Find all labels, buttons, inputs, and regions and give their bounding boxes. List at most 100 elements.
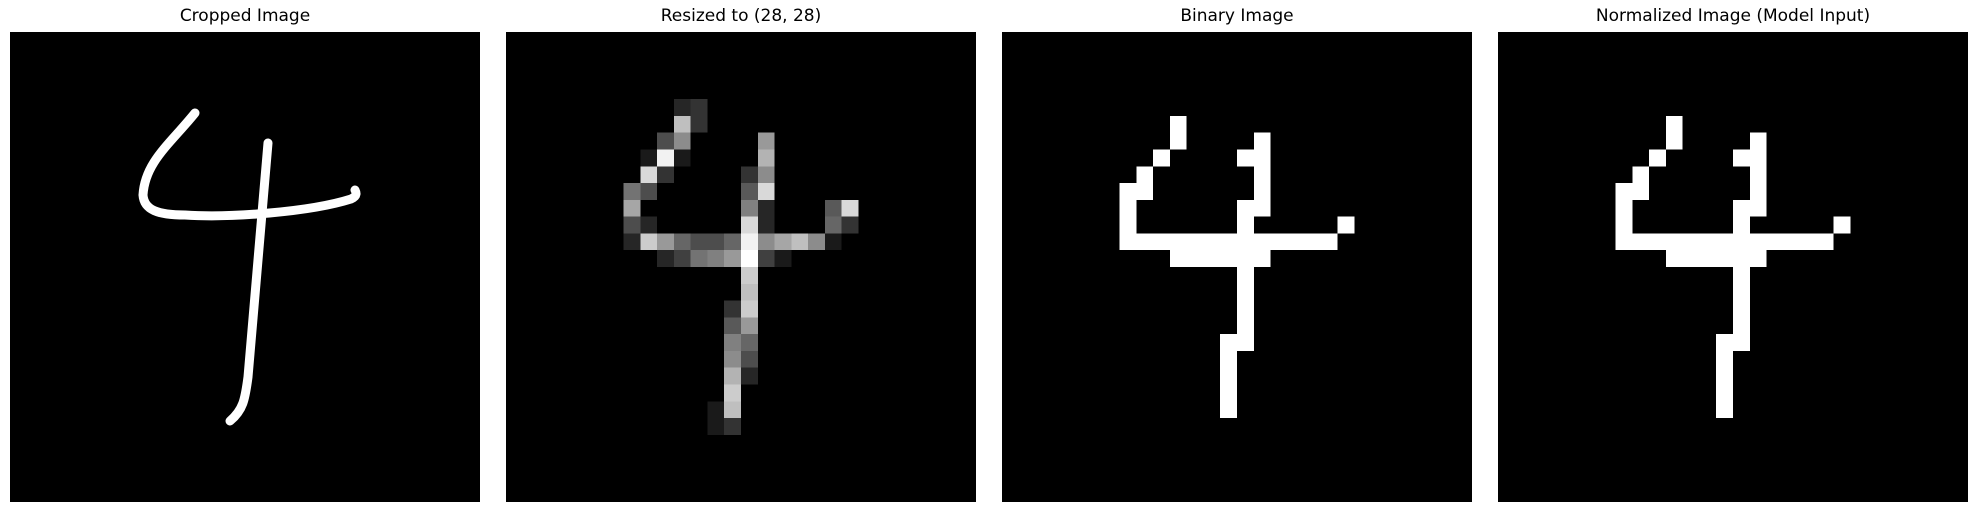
- gray-pixel: [707, 401, 725, 419]
- binary-pixel: [1237, 317, 1254, 335]
- gray-pixel: [724, 233, 741, 251]
- resized-pixel-grid: [623, 99, 859, 435]
- gray-pixel: [724, 367, 741, 385]
- binary-pixel: [1136, 183, 1154, 200]
- binary-pixel: [1716, 233, 1733, 251]
- gray-pixel: [741, 334, 758, 351]
- gray-pixel: [757, 199, 775, 217]
- gray-pixel: [707, 233, 725, 251]
- panel-resized: Resized to (28, 28): [506, 0, 976, 512]
- binary-pixel: [1136, 233, 1154, 251]
- gray-pixel: [673, 132, 691, 150]
- binary-pixel: [1749, 183, 1767, 200]
- gray-pixel: [757, 233, 775, 251]
- binary-pixel: [1169, 233, 1187, 251]
- binary-pixel: [1237, 283, 1254, 301]
- binary-pixel: [1153, 233, 1170, 251]
- gray-pixel: [724, 401, 741, 419]
- binary-pixel: [1716, 384, 1733, 402]
- binary-pixel: [1237, 300, 1254, 318]
- binary-pixel: [1649, 149, 1666, 167]
- binary-pixel: [1304, 233, 1321, 251]
- binary-pixel: [1337, 216, 1355, 234]
- normalized-image: [1498, 32, 1968, 502]
- gray-pixel: [640, 166, 658, 184]
- gray-pixel: [741, 267, 758, 284]
- gray-pixel: [623, 233, 641, 251]
- binary-pixel: [1682, 233, 1700, 251]
- binary-image: [1002, 32, 1472, 502]
- gray-pixel: [673, 233, 691, 251]
- gray-pixel: [690, 99, 708, 116]
- resized-image: [506, 32, 976, 502]
- binary-pixel: [1733, 317, 1750, 335]
- binary-pixel: [1749, 199, 1767, 217]
- binary-pixel: [1665, 132, 1683, 150]
- gray-pixel: [741, 250, 758, 267]
- binary-pixel: [1800, 233, 1817, 251]
- gray-pixel: [824, 216, 842, 234]
- binary-pixel: [1253, 149, 1271, 167]
- binary-pixel: [1632, 166, 1650, 184]
- binary-pixel: [1220, 250, 1237, 267]
- binary-pixel: [1220, 233, 1237, 251]
- gray-pixel: [741, 183, 758, 200]
- binary-pixel: [1733, 233, 1750, 251]
- gray-pixel: [707, 418, 725, 435]
- binary-pixel: [1220, 367, 1237, 385]
- gray-pixel: [791, 233, 809, 251]
- binary-pixel: [1733, 334, 1750, 351]
- gray-pixel: [741, 300, 758, 318]
- gray-pixel: [724, 250, 741, 267]
- gray-pixel: [757, 250, 775, 267]
- gray-pixel: [673, 99, 691, 116]
- panel-title-resized: Resized to (28, 28): [660, 6, 822, 26]
- binary-pixel: [1186, 250, 1204, 267]
- binary-pixel: [1253, 199, 1271, 217]
- binary-pixel: [1220, 401, 1237, 419]
- binary-pixel: [1237, 216, 1254, 234]
- binary-pixel: [1119, 199, 1137, 217]
- gray-pixel: [623, 199, 641, 217]
- binary-pixel: [1816, 233, 1834, 251]
- binary-pixel: [1237, 334, 1254, 351]
- binary-pixel: [1665, 115, 1683, 133]
- panel-title-binary: Binary Image: [1180, 6, 1294, 26]
- binary-pixel: [1287, 233, 1305, 251]
- binary-pixel: [1169, 250, 1187, 267]
- binary-pixel: [1682, 250, 1700, 267]
- binary-pixel: [1237, 199, 1254, 217]
- gray-pixel: [724, 350, 741, 368]
- binary-pixel: [1270, 233, 1288, 251]
- gray-pixel: [657, 132, 674, 150]
- gray-pixel: [841, 216, 859, 234]
- binary-pixel: [1220, 350, 1237, 368]
- binary-pixel: [1169, 115, 1187, 133]
- gray-pixel: [623, 216, 641, 234]
- binary-pixel: [1253, 166, 1271, 184]
- gray-pixel: [741, 317, 758, 335]
- binary-pixel: [1615, 183, 1633, 200]
- binary-pixel: [1749, 250, 1767, 267]
- binary-pixel: [1833, 216, 1851, 234]
- panel-title-cropped: Cropped Image: [179, 6, 311, 26]
- binary-pixel: [1733, 149, 1750, 167]
- binary-pixel: [1119, 216, 1137, 234]
- binary-pixel: [1699, 233, 1717, 251]
- gray-pixel: [757, 166, 775, 184]
- binary-pixel: [1237, 250, 1254, 267]
- gray-pixel: [640, 183, 658, 200]
- binary-pixel: [1716, 250, 1733, 267]
- normalized-pixel-grid: [1615, 115, 1851, 419]
- binary-pixel: [1716, 350, 1733, 368]
- binary-pixel: [1749, 149, 1767, 167]
- binary-pixel: [1253, 250, 1271, 267]
- gray-pixel: [724, 317, 741, 335]
- gray-pixel: [757, 149, 775, 167]
- binary-pixel: [1186, 233, 1204, 251]
- gray-pixel: [657, 166, 674, 184]
- gray-pixel: [724, 384, 741, 402]
- binary-pixel: [1136, 166, 1154, 184]
- binary-pixel: [1253, 233, 1271, 251]
- gray-pixel: [774, 250, 792, 267]
